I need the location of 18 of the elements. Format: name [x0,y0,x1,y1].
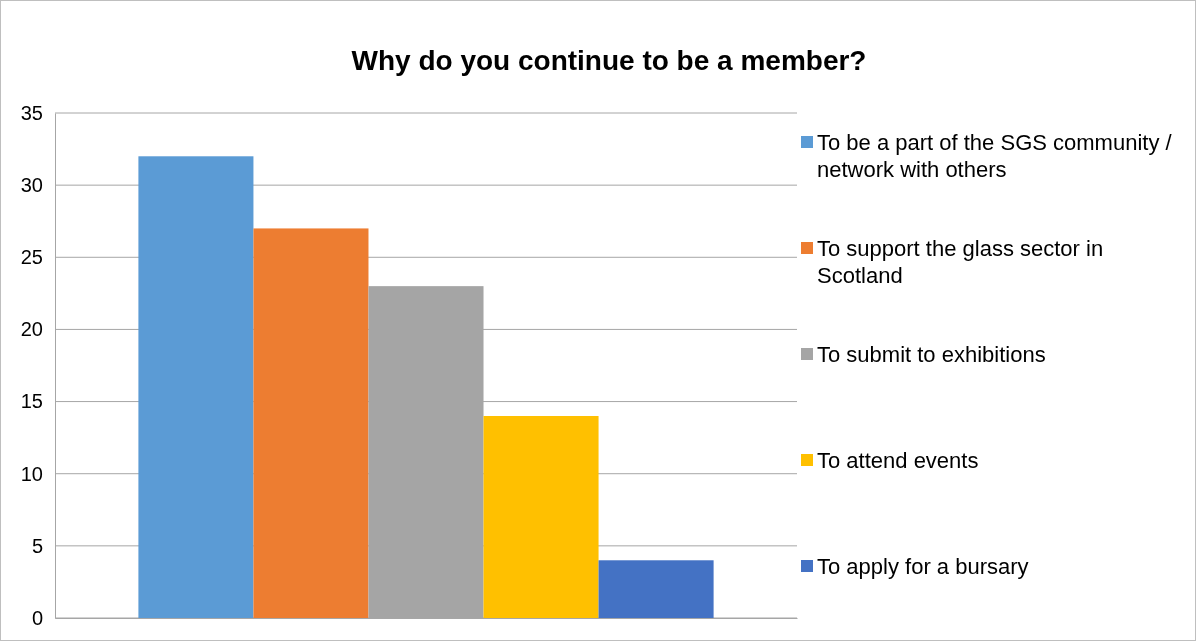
legend-label: To attend events [817,448,979,473]
legend-label: To apply for a bursary [817,554,1029,579]
bar [598,560,714,618]
chart-title: Why do you continue to be a member? [351,45,867,76]
bar [483,416,599,618]
y-tick-label: 30 [20,174,43,197]
y-tick-label: 10 [20,462,43,485]
legend-label: To submit to exhibitions [817,342,1046,367]
legend-label: To support the glass sector in Scotland [817,236,1104,288]
y-tick-label: 0 [31,606,43,629]
bar [253,228,369,618]
y-tick-label: 35 [20,101,43,124]
y-tick-label: 5 [31,534,43,557]
bar [138,156,254,618]
y-tick-label: 20 [20,318,43,341]
y-tick-label: 15 [20,390,43,413]
y-tick-label: 25 [20,246,43,269]
legend-label: To be a part of the SGS community / network with others [817,130,1173,182]
